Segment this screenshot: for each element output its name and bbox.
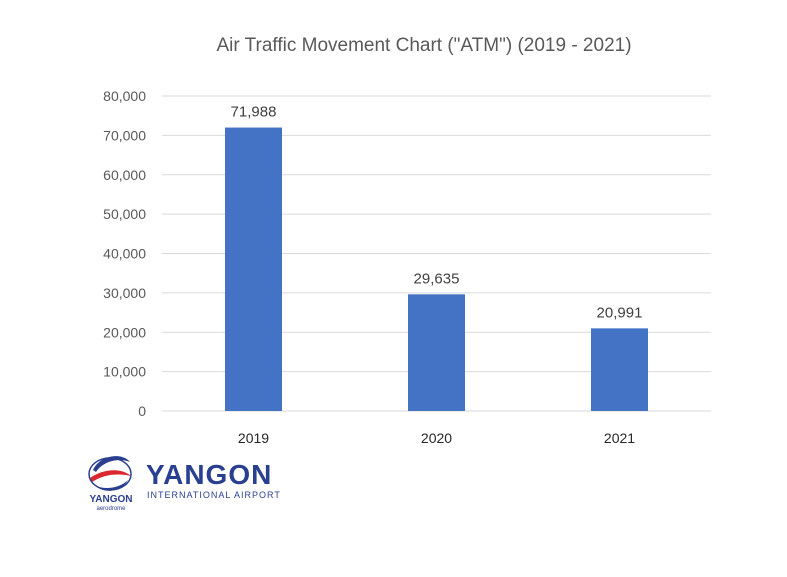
y-tick-label: 50,000 — [103, 206, 146, 222]
y-tick-label: 20,000 — [103, 324, 146, 340]
logo-subtitle: INTERNATIONAL AIRPORT — [147, 490, 281, 500]
logo-wordmark: YANGON — [146, 459, 272, 490]
data-label-2021: 20,991 — [597, 304, 643, 321]
bar-2019 — [225, 127, 282, 412]
y-tick-label: 70,000 — [103, 127, 146, 143]
category-label-2020: 2020 — [421, 430, 452, 446]
y-tick-label: 10,000 — [103, 364, 146, 380]
chart-title: Air Traffic Movement Chart ("ATM") (2019… — [216, 35, 631, 56]
emblem-tag: aerodrome — [96, 506, 126, 512]
category-label-2019: 2019 — [238, 430, 269, 446]
yangon-airport-logo: YANGON aerodrome YANGON INTERNATIONAL AI… — [88, 456, 281, 512]
emblem-name: YANGON — [90, 494, 133, 505]
y-tick-label: 40,000 — [103, 246, 146, 262]
y-axis-ticks: 0 10,000 20,000 30,000 40,000 50,000 60,000 70,… — [103, 88, 146, 419]
bars — [225, 127, 648, 412]
y-tick-label: 0 — [138, 403, 146, 419]
data-labels: 71,988 29,635 20,991 — [231, 104, 643, 322]
yangon-emblem-icon — [88, 456, 132, 491]
bar-2020 — [408, 294, 465, 411]
x-axis-categories: 2019 2020 2021 — [238, 430, 635, 446]
data-label-2019: 71,988 — [231, 104, 277, 121]
category-label-2021: 2021 — [604, 430, 635, 446]
y-tick-label: 30,000 — [103, 285, 146, 301]
data-label-2020: 29,635 — [414, 270, 460, 287]
y-tick-label: 80,000 — [103, 88, 146, 104]
y-tick-label: 60,000 — [103, 167, 146, 183]
bar-2021 — [591, 328, 648, 411]
